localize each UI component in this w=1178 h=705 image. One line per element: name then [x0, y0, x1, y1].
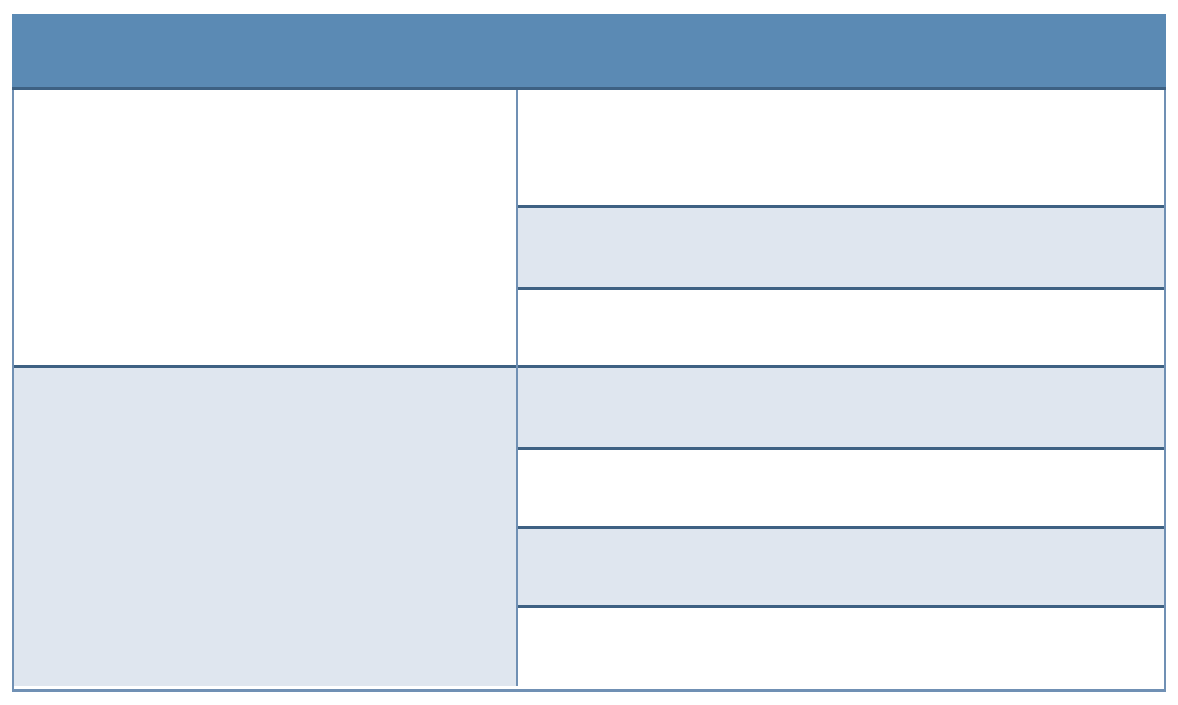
table-header-band [12, 14, 1166, 90]
right-row-6-cell [518, 529, 1164, 608]
table-body [14, 90, 1164, 686]
left-bottom-cell [14, 368, 516, 686]
right-row-2-cell [518, 208, 1164, 290]
right-row-4-cell [518, 368, 1164, 450]
right-row-1-cell [518, 90, 1164, 208]
right-row-7-cell [518, 608, 1164, 686]
table-right-column [516, 90, 1164, 686]
right-row-5-cell [518, 450, 1164, 529]
table-left-column [14, 90, 516, 686]
left-top-cell [14, 90, 516, 368]
right-row-3-cell [518, 290, 1164, 368]
banded-table [12, 14, 1166, 692]
